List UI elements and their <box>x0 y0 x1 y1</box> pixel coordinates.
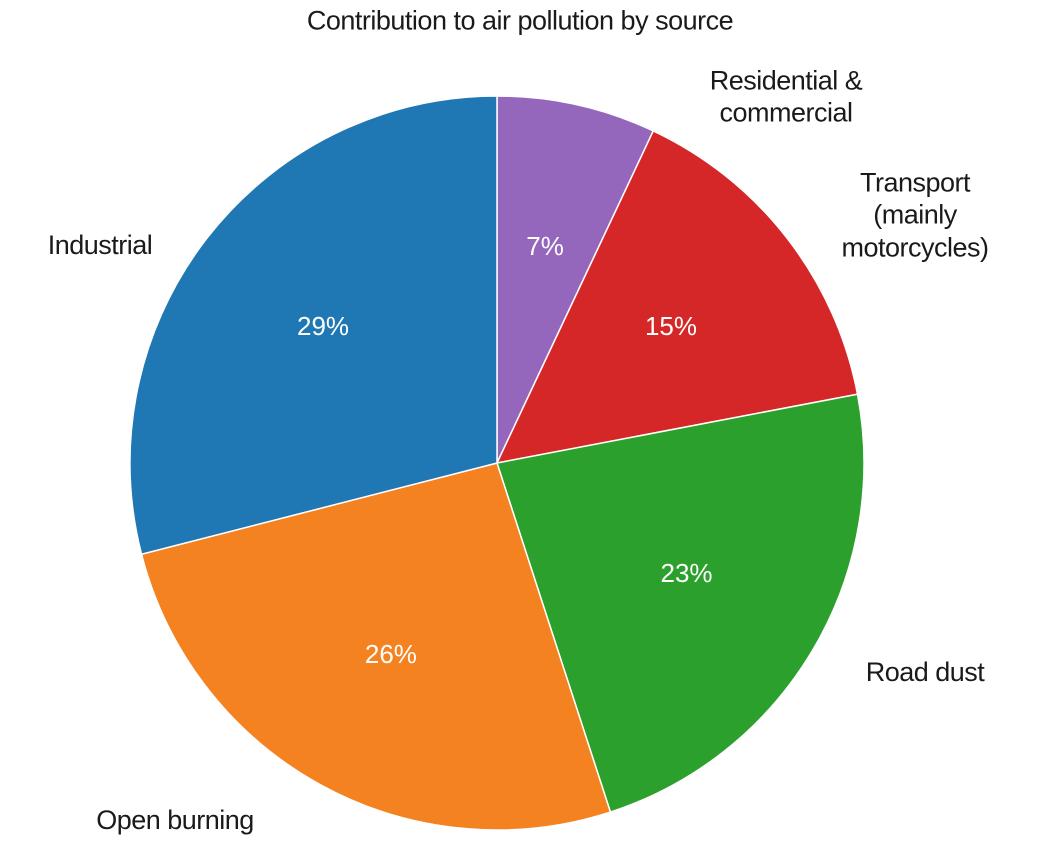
value-label: 26% <box>365 639 417 669</box>
value-label: 7% <box>526 231 564 261</box>
pie-slice <box>140 462 612 831</box>
category-label: Transport (mainly motorcycles) <box>841 167 989 263</box>
pie-slice <box>495 129 859 465</box>
pie-slice <box>129 95 498 556</box>
category-label: Residential & commercial <box>709 65 863 128</box>
category-label: Open burning <box>96 804 254 835</box>
category-label: Industrial <box>47 229 153 260</box>
value-label: 15% <box>645 311 697 341</box>
chart-title: Contribution to air pollution by source <box>306 5 734 36</box>
pie-slice <box>496 393 865 813</box>
value-label: 23% <box>661 558 713 588</box>
pie-slice <box>496 95 655 464</box>
category-label: Road dust <box>865 656 985 687</box>
value-label: 29% <box>297 311 349 341</box>
